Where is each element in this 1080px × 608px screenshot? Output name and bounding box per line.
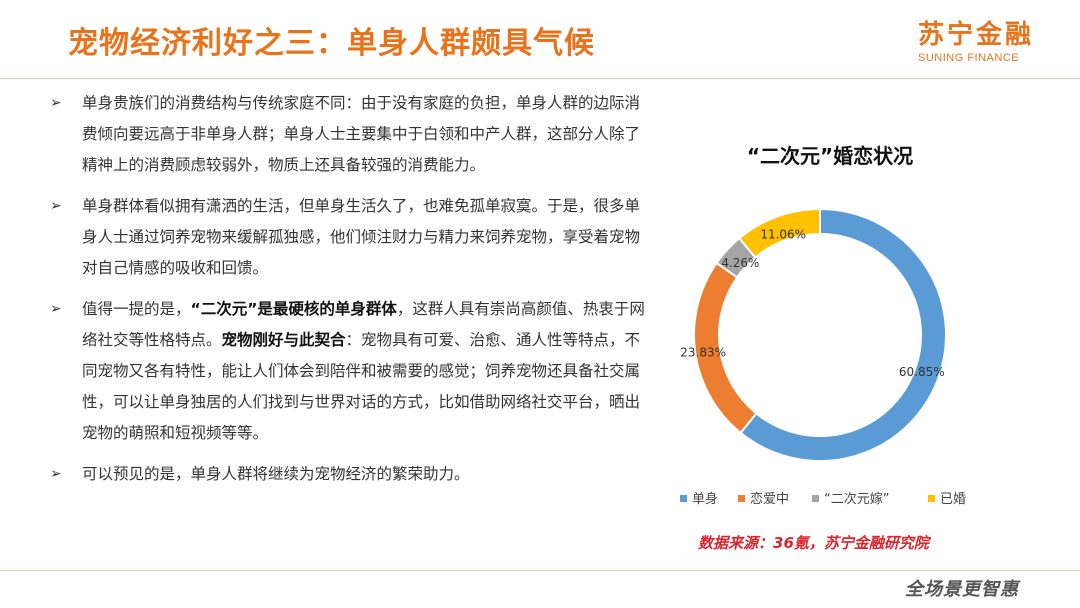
bullet-text-part: 单身群体看似拥有潇洒的生活，但单身生活久了，也难免孤单寂寞。于是，很多单身人士通… bbox=[82, 197, 641, 277]
bullet-item: ➢ 单身群体看似拥有潇洒的生活，但单身生活久了，也难免孤单寂寞。于是，很多单身人士… bbox=[50, 191, 650, 284]
brand-logo-en: SUNING FINANCE bbox=[918, 52, 1020, 64]
bullet-text: 单身贵族们的消费结构与传统家庭不同：由于没有家庭的负担，单身人群的边际消费倾向要… bbox=[82, 88, 650, 181]
brand-logo-cn: 苏宁金融 bbox=[918, 20, 1035, 50]
bullet-arrow-icon: ➢ bbox=[50, 95, 62, 111]
donut-slice bbox=[737, 207, 821, 259]
donut-chart: “二次元”婚恋状况 60.85% 23.83% 4.26% 11.06% 单身 恋爱中 “… bbox=[660, 130, 1060, 570]
bullet-text-part: 可以预见的是，单身人群将继续为宠物经济的繁荣助力。 bbox=[82, 465, 470, 483]
footer-slogan-logo: 全场景更智惠 bbox=[905, 579, 1019, 600]
bullet-arrow-icon: ➢ bbox=[50, 198, 62, 214]
legend-swatch bbox=[812, 495, 819, 502]
legend-label: “二次元嫁” bbox=[824, 491, 889, 507]
bullet-text-part: 单身贵族们的消费结构与传统家庭不同：由于没有家庭的负担，单身人群的边际消费倾向要… bbox=[82, 94, 641, 174]
slice-data-label: 11.06% bbox=[760, 227, 806, 241]
legend-swatch bbox=[928, 495, 935, 502]
bullet-emphasis: 宠物刚好与此契合 bbox=[221, 331, 346, 349]
bullet-item: ➢ 单身贵族们的消费结构与传统家庭不同：由于没有家庭的负担，单身人群的边际消费倾向… bbox=[50, 88, 650, 181]
bullet-text: 单身群体看似拥有潇洒的生活，但单身生活久了，也难免孤单寂寞。于是，很多单身人士通… bbox=[82, 191, 650, 284]
bullet-item: ➢ 可以预见的是，单身人群将继续为宠物经济的繁荣助力。 bbox=[50, 459, 650, 490]
bullet-text-part: 值得一提的是， bbox=[82, 300, 191, 318]
slice-data-label: 60.85% bbox=[899, 365, 945, 379]
header-divider bbox=[0, 78, 1080, 79]
slice-data-label: 23.83% bbox=[680, 346, 726, 360]
chart-title: “二次元”婚恋状况 bbox=[747, 144, 913, 168]
donut-slice bbox=[739, 207, 947, 462]
bullet-text: 值得一提的是，“二次元”是最硬核的单身群体，这群人具有崇尚高颜值、热衷于网络社交… bbox=[82, 294, 650, 449]
bullet-text-part: ，这群人具有崇尚高颜值、热衷于网络社交等性格特点。 bbox=[82, 300, 645, 349]
data-source-note: 数据来源：36氪，苏宁金融研究院 bbox=[698, 534, 929, 552]
legend-label: 恋爱中 bbox=[750, 491, 789, 507]
bullet-text: 可以预见的是，单身人群将继续为宠物经济的繁荣助力。 bbox=[82, 459, 470, 490]
donut-chart-svg: “二次元”婚恋状况 60.85% 23.83% 4.26% 11.06% 单身 恋爱中 “… bbox=[680, 144, 966, 507]
bullet-arrow-icon: ➢ bbox=[50, 466, 62, 482]
legend-label: 已婚 bbox=[940, 492, 966, 507]
legend-label: 单身 bbox=[692, 491, 718, 507]
bullet-list: ➢ 单身贵族们的消费结构与传统家庭不同：由于没有家庭的负担，单身人群的边际消费倾向… bbox=[50, 88, 650, 500]
bullet-item: ➢ 值得一提的是，“二次元”是最硬核的单身群体，这群人具有崇尚高颜值、热衷于网络社… bbox=[50, 294, 650, 449]
bullet-emphasis: “二次元”是最硬核的单身群体 bbox=[190, 300, 397, 318]
page-title: 宠物经济利好之三：单身人群颇具气候 bbox=[68, 26, 595, 61]
legend-swatch bbox=[738, 495, 745, 502]
bullet-arrow-icon: ➢ bbox=[50, 301, 62, 317]
bullet-text-part: ：宠物具有可爱、治愈、通人性等特点，不同宠物又各有特性，能让人们体会到陪伴和被需… bbox=[82, 331, 641, 442]
slice-data-label: 4.26% bbox=[721, 256, 759, 270]
header: 宠物经济利好之三：单身人群颇具气候 苏宁金融 SUNING FINANCE bbox=[0, 0, 1080, 78]
legend-swatch bbox=[680, 495, 687, 502]
footer-divider bbox=[0, 570, 1080, 571]
